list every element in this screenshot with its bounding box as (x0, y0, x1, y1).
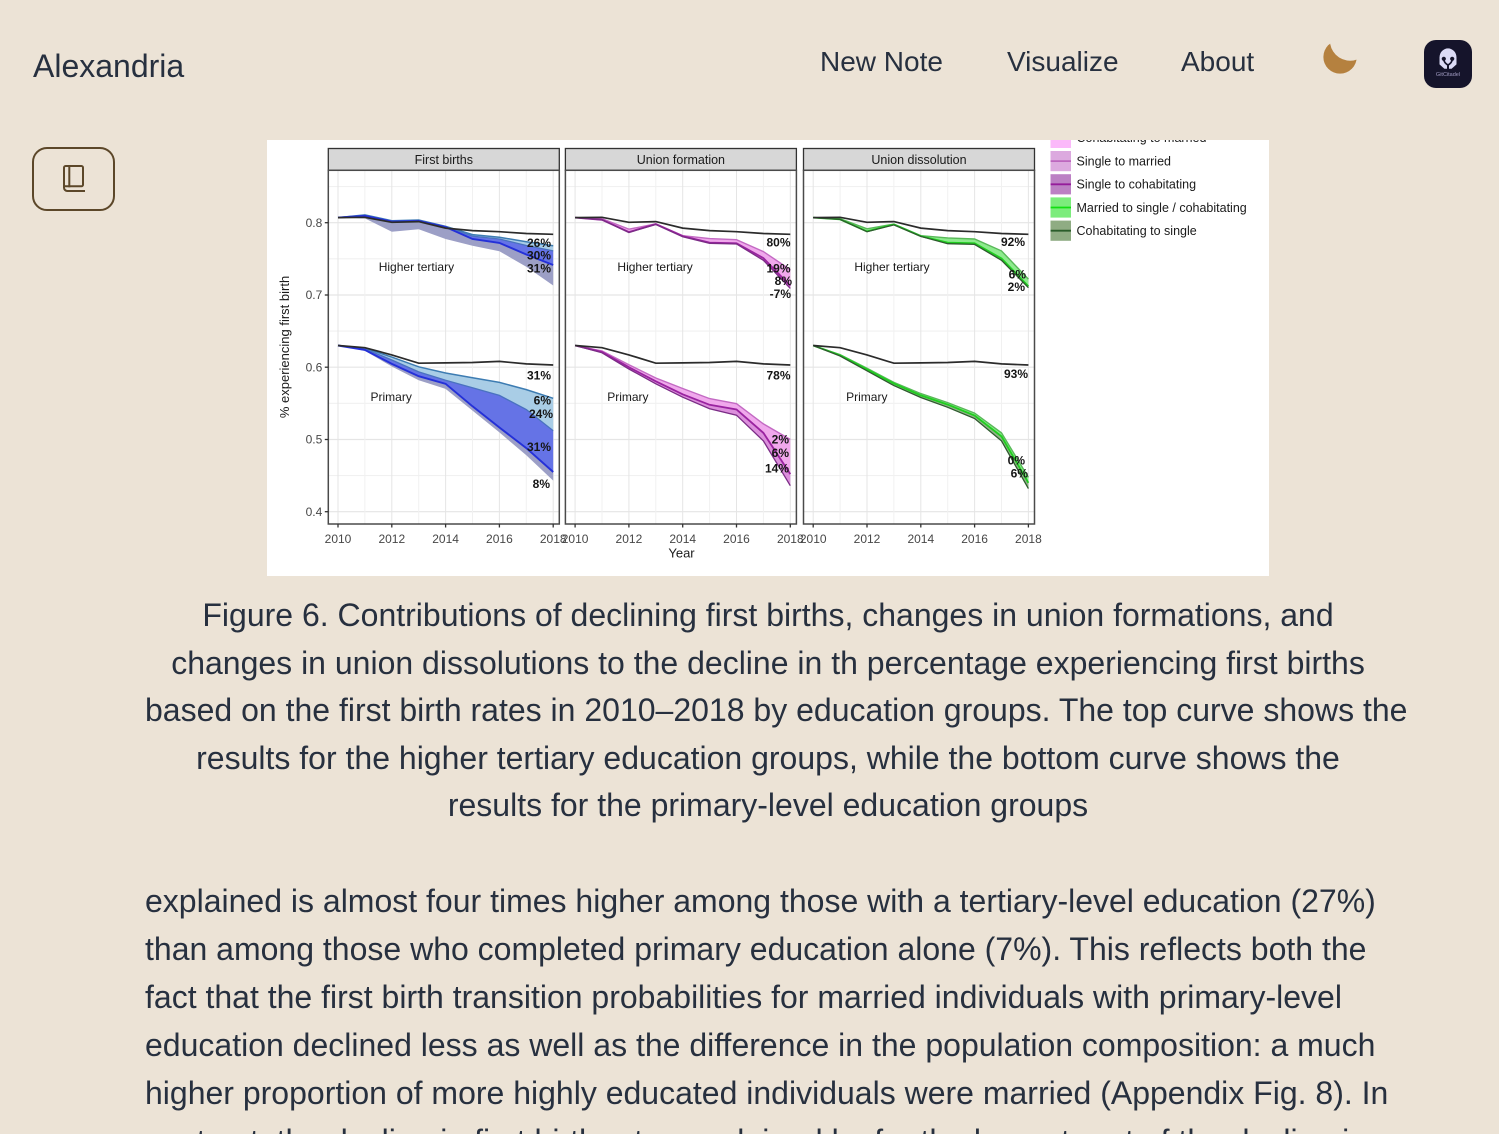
svg-text:0.5: 0.5 (306, 433, 323, 447)
svg-text:0.6: 0.6 (306, 360, 323, 374)
svg-text:2016: 2016 (486, 532, 513, 546)
svg-text:Primary: Primary (846, 390, 887, 404)
svg-text:2010: 2010 (562, 532, 589, 546)
svg-text:31%: 31% (527, 262, 551, 276)
svg-text:14%: 14% (765, 462, 789, 476)
svg-text:Year: Year (668, 546, 695, 561)
svg-text:Primary: Primary (607, 390, 648, 404)
svg-text:2012: 2012 (854, 532, 881, 546)
svg-text:26%: 26% (527, 236, 551, 250)
svg-text:2018: 2018 (1015, 532, 1042, 546)
svg-text:First births: First births (415, 153, 473, 167)
svg-text:2010: 2010 (325, 532, 352, 546)
svg-text:-7%: -7% (770, 287, 792, 301)
svg-text:92%: 92% (1001, 235, 1025, 249)
svg-text:31%: 31% (527, 368, 551, 382)
svg-text:2014: 2014 (669, 532, 696, 546)
svg-text:Single to cohabitating: Single to cohabitating (1077, 178, 1197, 192)
svg-text:80%: 80% (766, 236, 790, 250)
svg-text:2%: 2% (772, 432, 790, 446)
svg-text:Married to single / cohabitati: Married to single / cohabitating (1077, 201, 1247, 215)
svg-text:6%: 6% (1011, 467, 1029, 481)
svg-text:2%: 2% (1008, 280, 1026, 294)
svg-text:0.8: 0.8 (306, 216, 323, 230)
svg-text:Higher tertiary: Higher tertiary (854, 260, 929, 274)
svg-text:2010: 2010 (800, 532, 827, 546)
svg-text:Single to married: Single to married (1077, 154, 1172, 168)
svg-text:2018: 2018 (540, 532, 567, 546)
svg-text:8%: 8% (775, 274, 793, 288)
svg-text:6%: 6% (1009, 267, 1027, 281)
svg-text:2016: 2016 (961, 532, 988, 546)
svg-text:78%: 78% (766, 368, 790, 382)
svg-text:Union dissolution: Union dissolution (871, 153, 966, 167)
svg-text:Primary: Primary (371, 390, 412, 404)
svg-text:31%: 31% (527, 440, 551, 454)
svg-text:Union formation: Union formation (637, 153, 725, 167)
svg-text:8%: 8% (533, 477, 551, 491)
svg-text:0.7: 0.7 (306, 288, 323, 302)
svg-text:93%: 93% (1004, 367, 1028, 381)
svg-text:2014: 2014 (432, 532, 459, 546)
svg-text:Cohabitating to married: Cohabitating to married (1077, 140, 1207, 145)
svg-text:30%: 30% (527, 249, 551, 263)
svg-text:0.4: 0.4 (306, 505, 323, 519)
svg-text:% experiencing first birth: % experiencing first birth (277, 276, 292, 418)
svg-text:6%: 6% (534, 394, 552, 408)
svg-text:2016: 2016 (723, 532, 750, 546)
svg-text:2018: 2018 (777, 532, 804, 546)
svg-text:2012: 2012 (616, 532, 643, 546)
svg-text:6%: 6% (772, 446, 790, 460)
svg-text:Higher tertiary: Higher tertiary (379, 260, 454, 274)
svg-text:19%: 19% (766, 262, 790, 276)
svg-text:Higher tertiary: Higher tertiary (617, 260, 692, 274)
svg-text:24%: 24% (529, 407, 553, 421)
svg-text:Cohabitating to single: Cohabitating to single (1077, 224, 1197, 238)
svg-text:2012: 2012 (378, 532, 405, 546)
svg-text:0%: 0% (1008, 454, 1026, 468)
svg-text:2014: 2014 (907, 532, 934, 546)
